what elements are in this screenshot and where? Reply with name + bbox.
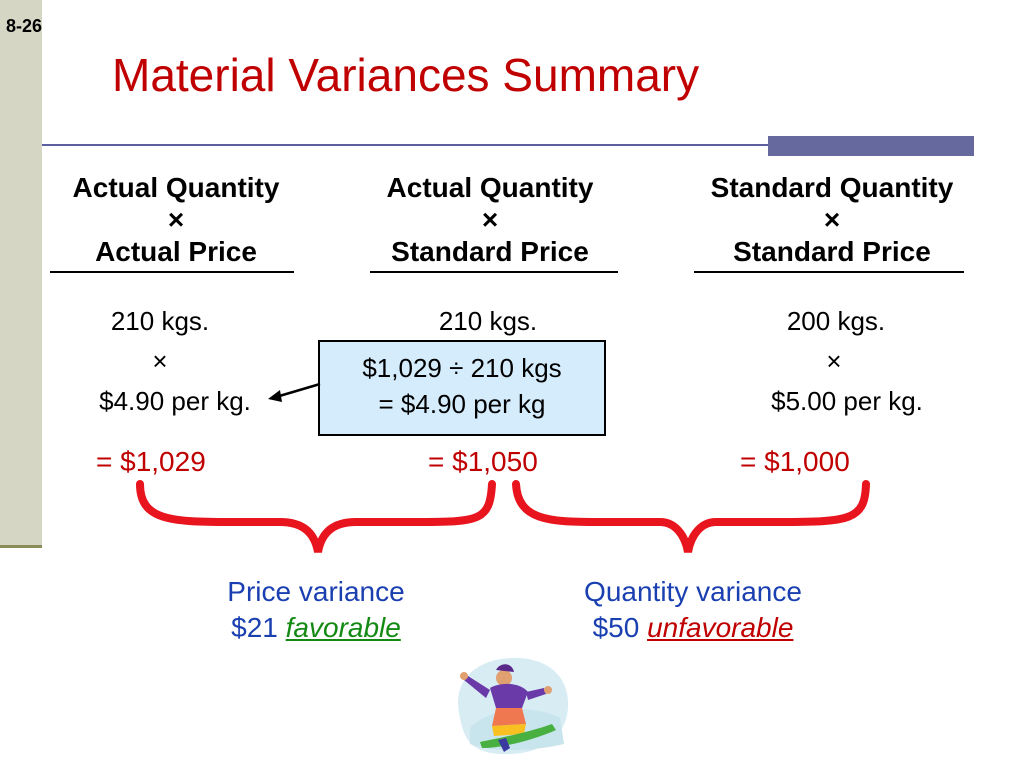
times-symbol: ×	[167, 204, 185, 235]
slide-number: 8-26	[6, 16, 43, 36]
heading-underline-2	[370, 271, 618, 273]
price-variance-amount: $21	[231, 612, 278, 643]
heading-line1: Standard Quantity	[710, 172, 954, 203]
result-value-2: = $1,050	[428, 446, 538, 477]
quantity-variance-label: Quantity variance	[584, 576, 802, 607]
heading-line2: Standard Price	[733, 236, 931, 267]
quantity-variance: Quantity variance $50 unfavorable	[546, 574, 840, 646]
calculation-callout: $1,029 ÷ 210 kgs = $4.90 per kg	[318, 340, 606, 436]
heading-line1: Actual Quantity	[72, 172, 280, 203]
times-symbol: ×	[481, 204, 499, 235]
times-symbol: ×	[823, 204, 841, 235]
snowboarder-clipart	[458, 657, 569, 755]
price-variance-amount-line: $21 favorable	[196, 610, 436, 646]
quantity-variance-amount-line: $50 unfavorable	[546, 610, 840, 646]
price-variance-label: Price variance	[227, 576, 405, 607]
price-variance-brace	[136, 480, 496, 553]
price-variance-status: favorable	[285, 612, 401, 643]
sidebar-accent-line	[0, 545, 42, 548]
variance-braces	[136, 480, 870, 553]
column-heading-3: Standard Quantity × Standard Price	[680, 172, 984, 268]
callout-line1: $1,029 ÷ 210 kgs	[362, 353, 562, 383]
result-value-3: = $1,000	[740, 446, 850, 477]
title-rule	[42, 144, 772, 146]
title-rule-block	[768, 136, 974, 156]
heading-line1: Actual Quantity	[386, 172, 594, 203]
callout-line2: = $4.90 per kg	[378, 389, 546, 419]
quantity-value-2: 210 kgs.	[438, 306, 538, 336]
quantity-value-3: 200 kgs.	[786, 306, 886, 336]
column-heading-2: Actual Quantity × Standard Price	[362, 172, 618, 268]
price-variance: Price variance $21 favorable	[196, 574, 436, 646]
heading-line2: Standard Price	[391, 236, 589, 267]
heading-underline-1	[50, 271, 294, 273]
multiply-symbol-1: ×	[152, 346, 168, 376]
result-value-1: = $1,029	[96, 446, 206, 477]
quantity-variance-brace	[512, 480, 870, 553]
quantity-value-1: 210 kgs.	[110, 306, 210, 336]
quantity-variance-status: unfavorable	[647, 612, 794, 643]
price-value-1: $4.90 per kg.	[99, 386, 251, 416]
quantity-variance-amount: $50	[592, 612, 640, 643]
callout-arrow	[268, 382, 321, 402]
sidebar	[0, 0, 42, 545]
heading-line2: Actual Price	[95, 236, 257, 267]
multiply-symbol-3: ×	[826, 346, 842, 376]
column-heading-1: Actual Quantity × Actual Price	[48, 172, 304, 268]
heading-underline-3	[694, 271, 964, 273]
page-title: Material Variances Summary	[112, 49, 700, 101]
price-value-3: $5.00 per kg.	[771, 386, 923, 416]
